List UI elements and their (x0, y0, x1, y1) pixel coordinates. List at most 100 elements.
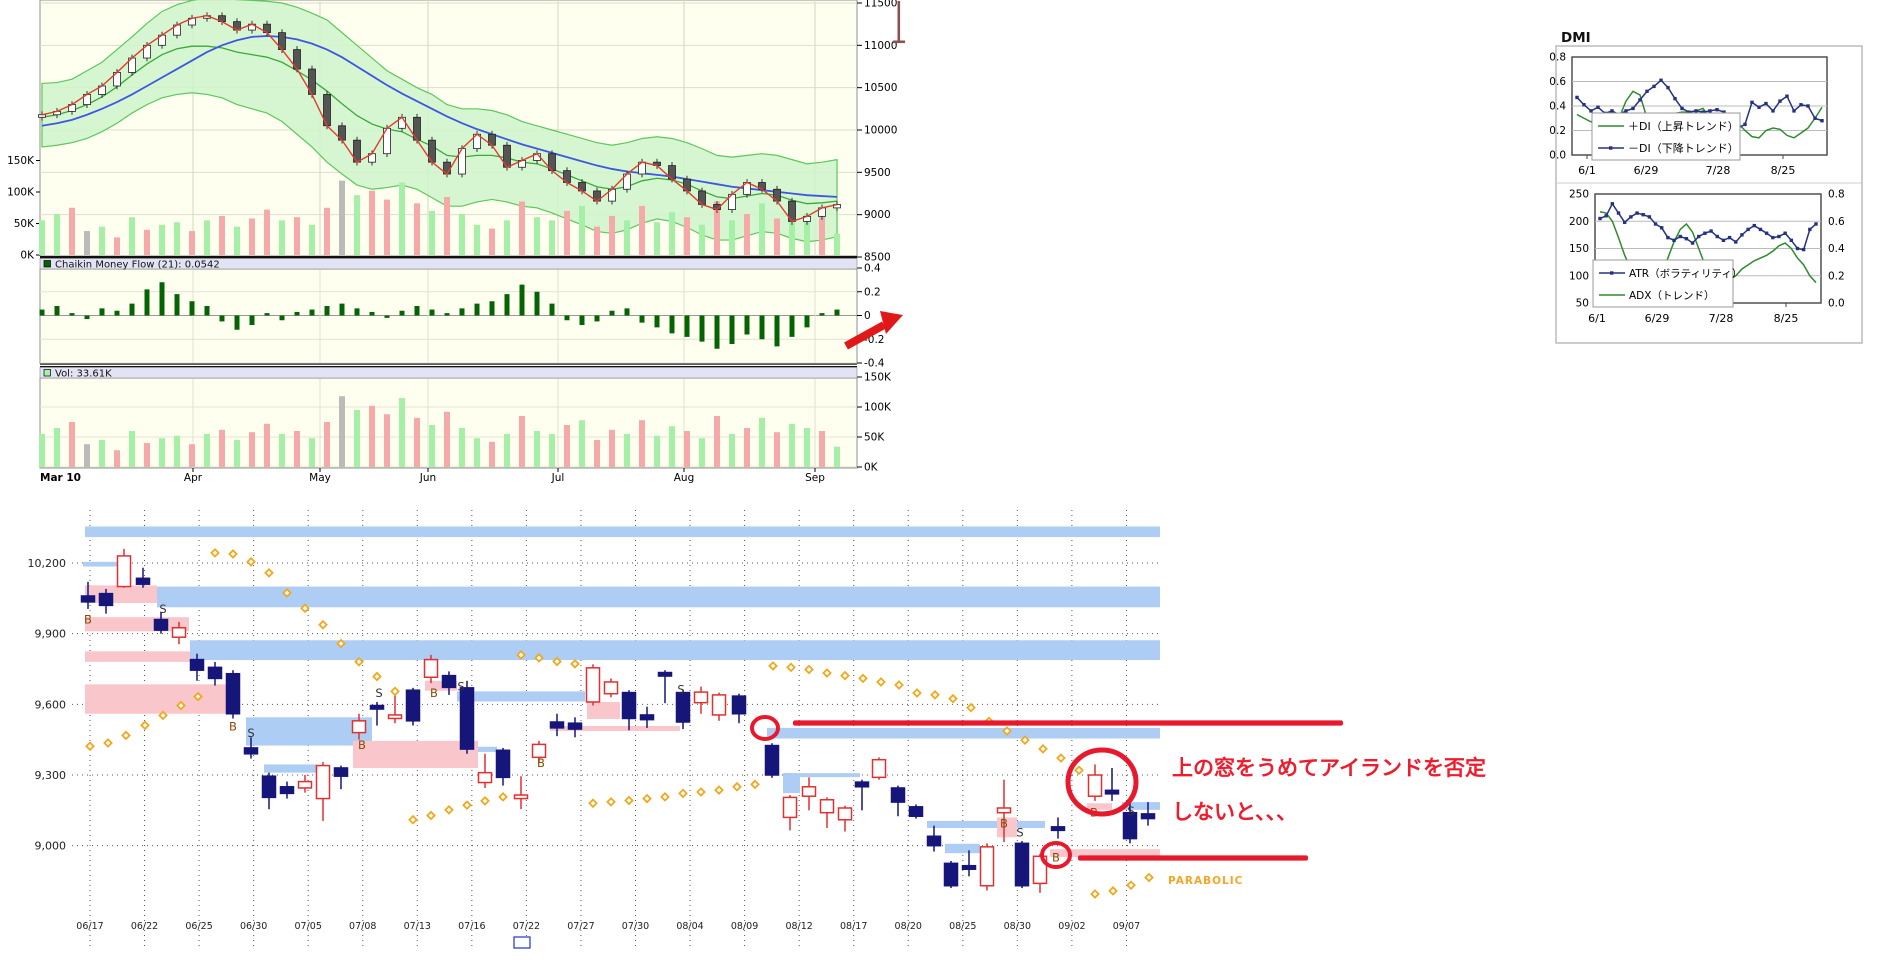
svg-text:08/20: 08/20 (895, 921, 922, 932)
svg-text:Mar 10: Mar 10 (40, 472, 81, 484)
vol-divider-b (40, 366, 857, 368)
svg-text:06/22: 06/22 (131, 921, 158, 932)
svg-text:11000: 11000 (864, 40, 897, 52)
svg-text:9,900: 9,900 (35, 628, 67, 641)
vol-legend-icon (43, 369, 51, 377)
svg-text:S: S (159, 602, 166, 616)
svg-text:10500: 10500 (864, 82, 897, 94)
svg-text:07/22: 07/22 (513, 921, 540, 932)
svg-text:50K: 50K (864, 432, 885, 444)
svg-text:0.4: 0.4 (1828, 243, 1845, 255)
svg-text:150K: 150K (7, 155, 35, 167)
svg-text:6/1: 6/1 (1578, 164, 1596, 177)
svg-text:0.6: 0.6 (1549, 76, 1566, 88)
svg-text:B: B (1052, 850, 1060, 864)
svg-text:0.8: 0.8 (1549, 52, 1566, 64)
svg-text:150K: 150K (864, 372, 892, 384)
cmf-legend-icon (43, 260, 51, 268)
red-arrow-annotation (844, 311, 903, 350)
svg-text:8/25: 8/25 (1774, 312, 1799, 325)
svg-text:B: B (1000, 816, 1008, 830)
svg-text:200: 200 (1569, 216, 1589, 228)
svg-text:9,000: 9,000 (35, 840, 67, 853)
svg-text:S: S (677, 683, 684, 697)
svg-text:0.0: 0.0 (1549, 150, 1566, 162)
svg-text:08/17: 08/17 (840, 921, 867, 932)
svg-text:11500: 11500 (864, 0, 897, 10)
svg-text:Jun: Jun (419, 472, 436, 484)
svg-text:100K: 100K (864, 402, 892, 414)
svg-text:0K: 0K (864, 462, 879, 474)
svg-text:07/16: 07/16 (458, 921, 485, 932)
svg-text:10000: 10000 (864, 125, 897, 137)
svg-text:50: 50 (1576, 298, 1589, 310)
annotation-text-line1: 上の窓をうめてアイランドを否定 (1172, 756, 1486, 780)
svg-text:0.8: 0.8 (1828, 189, 1845, 201)
daily-candlestick-chart[interactable]: 10,200 9,900 9,600 9,300 9,000 06/17 06/22 06/2… (0, 495, 1530, 964)
svg-text:8500: 8500 (864, 252, 891, 264)
panel-divider (40, 256, 857, 259)
svg-text:07/13: 07/13 (404, 921, 431, 932)
scroll-mark[interactable] (893, 1, 905, 44)
svg-text:09/02: 09/02 (1058, 921, 1085, 932)
svg-text:Jul: Jul (551, 472, 565, 484)
svg-text:ATR（ボラティリティ）: ATR（ボラティリティ） (1629, 268, 1742, 280)
vol-divider-a (40, 363, 857, 365)
svg-text:09/07: 09/07 (1113, 921, 1140, 932)
daily-chart-generated: 10,200 9,900 9,600 9,300 9,000 06/17 06/22 06/2… (28, 510, 1343, 950)
svg-text:S: S (247, 726, 254, 740)
vol-header-bar[interactable] (39, 367, 858, 379)
cmf-header-label: Chaikin Money Flow (21): 0.0542 (55, 260, 220, 271)
svg-text:B: B (229, 720, 237, 734)
svg-text:0.6: 0.6 (1828, 216, 1845, 228)
svg-text:07/30: 07/30 (622, 921, 649, 932)
svg-text:0.4: 0.4 (1549, 101, 1566, 113)
svg-text:B: B (358, 738, 366, 752)
svg-text:Aug: Aug (674, 472, 695, 484)
svg-text:06/30: 06/30 (240, 921, 267, 932)
svg-text:10,200: 10,200 (28, 557, 67, 570)
svg-text:S: S (1127, 804, 1134, 818)
svg-text:7/28: 7/28 (1709, 312, 1734, 325)
svg-text:06/25: 06/25 (185, 921, 212, 932)
svg-text:8/25: 8/25 (1771, 164, 1796, 177)
svg-text:－DI（下降トレンド）: －DI（下降トレンド） (1628, 141, 1739, 155)
dmi-atr-panel[interactable]: DMI 0.8 0.6 0.4 0.2 0.0 6/1 6/29 7/28 8/25 ＋DI（上昇… (1540, 20, 1880, 355)
svg-text:08/04: 08/04 (676, 921, 703, 932)
svg-text:0.2: 0.2 (864, 286, 881, 298)
svg-text:08/30: 08/30 (1004, 921, 1031, 932)
svg-text:100: 100 (1569, 270, 1589, 282)
svg-text:ADX（トレンド）: ADX（トレンド） (1629, 290, 1714, 302)
price-volume-chart[interactable]: 11500 11000 10500 10000 9500 9000 8500 150K 100K… (0, 0, 960, 500)
svg-text:150: 150 (1569, 243, 1589, 255)
svg-text:7/28: 7/28 (1706, 164, 1731, 177)
svg-text:6/29: 6/29 (1634, 164, 1659, 177)
svg-text:Apr: Apr (184, 472, 203, 484)
annotation-text-line2: しないと、、、 (1172, 800, 1297, 824)
svg-text:Sep: Sep (805, 472, 825, 484)
svg-text:B: B (84, 613, 92, 627)
svg-text:08/25: 08/25 (949, 921, 976, 932)
svg-text:S: S (457, 680, 464, 694)
dmi-title: DMI (1561, 30, 1591, 46)
svg-text:S: S (375, 686, 382, 700)
svg-text:9,300: 9,300 (35, 769, 67, 782)
svg-text:07/05: 07/05 (295, 921, 322, 932)
main-chart-generated: 11500 11000 10500 10000 9500 9000 8500 150K 100K… (7, 0, 897, 484)
dmi-generated: 0.8 0.6 0.4 0.2 0.0 6/1 6/29 7/28 8/25 ＋DI（上昇トレンド… (1549, 52, 1845, 326)
svg-text:100K: 100K (7, 187, 35, 199)
svg-text:0K: 0K (20, 250, 35, 262)
svg-text:08/09: 08/09 (731, 921, 758, 932)
cmf-header-bar[interactable] (39, 258, 858, 270)
vol-header-label: Vol: 33.61K (55, 369, 112, 380)
svg-text:50K: 50K (14, 218, 35, 230)
svg-text:250: 250 (1569, 189, 1589, 201)
svg-text:0.0: 0.0 (1828, 298, 1845, 310)
svg-text:9000: 9000 (864, 209, 891, 221)
svg-text:0.4: 0.4 (864, 263, 881, 275)
svg-text:9500: 9500 (864, 167, 891, 179)
svg-text:6/1: 6/1 (1588, 312, 1606, 325)
svg-text:0.2: 0.2 (1549, 125, 1566, 137)
parabolic-label: PARABOLIC (1168, 875, 1243, 887)
svg-text:＋DI（上昇トレンド）: ＋DI（上昇トレンド） (1628, 120, 1739, 133)
